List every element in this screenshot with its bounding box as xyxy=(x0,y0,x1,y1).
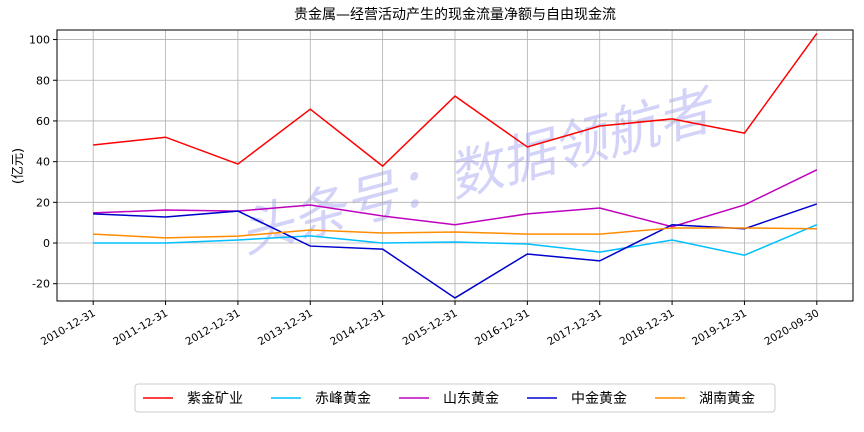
y-tick-label: 0 xyxy=(43,237,50,250)
legend-label: 赤峰黄金 xyxy=(315,390,371,407)
y-tick-label: 20 xyxy=(36,196,50,209)
y-tick-label: -20 xyxy=(32,278,50,291)
chart-title: 贵金属—经营活动产生的现金流量净额与自由现金流 xyxy=(294,7,616,23)
x-tick-label: 2013-12-31 xyxy=(256,307,315,348)
legend-label: 紫金矿业 xyxy=(187,391,243,407)
x-tick-label: 2011-12-31 xyxy=(111,307,170,348)
x-tick-label: 2016-12-31 xyxy=(473,307,532,348)
x-tick-label: 2015-12-31 xyxy=(401,307,460,348)
y-axis-label: (亿元) xyxy=(11,148,26,184)
series-line xyxy=(93,33,818,168)
watermark: 头条号：数据领航者 xyxy=(232,77,724,265)
series-line xyxy=(93,203,818,299)
y-tick-label: 80 xyxy=(36,74,50,87)
legend-label: 山东黄金 xyxy=(443,390,499,407)
plot-frame xyxy=(56,29,854,302)
x-tick-label: 2012-12-31 xyxy=(184,307,243,348)
legend-label: 湖南黄金 xyxy=(699,390,755,407)
series-line xyxy=(93,227,817,239)
y-tick-label: 60 xyxy=(36,115,50,128)
x-tick-label: 2010-12-31 xyxy=(39,307,98,348)
x-tick-label: 2020-09-30 xyxy=(762,307,821,348)
x-tick-label: 2019-12-31 xyxy=(690,307,749,348)
x-tick-label: 2018-12-31 xyxy=(618,307,677,348)
y-tick-label: 100 xyxy=(29,34,50,47)
series-line xyxy=(93,224,818,257)
x-tick-label: 2014-12-31 xyxy=(328,307,387,348)
x-tick-label: 2017-12-31 xyxy=(545,307,604,348)
legend-box xyxy=(134,383,776,413)
y-tick-label: 40 xyxy=(36,156,50,169)
series-line xyxy=(93,169,818,228)
legend-label: 中金黄金 xyxy=(571,390,627,407)
